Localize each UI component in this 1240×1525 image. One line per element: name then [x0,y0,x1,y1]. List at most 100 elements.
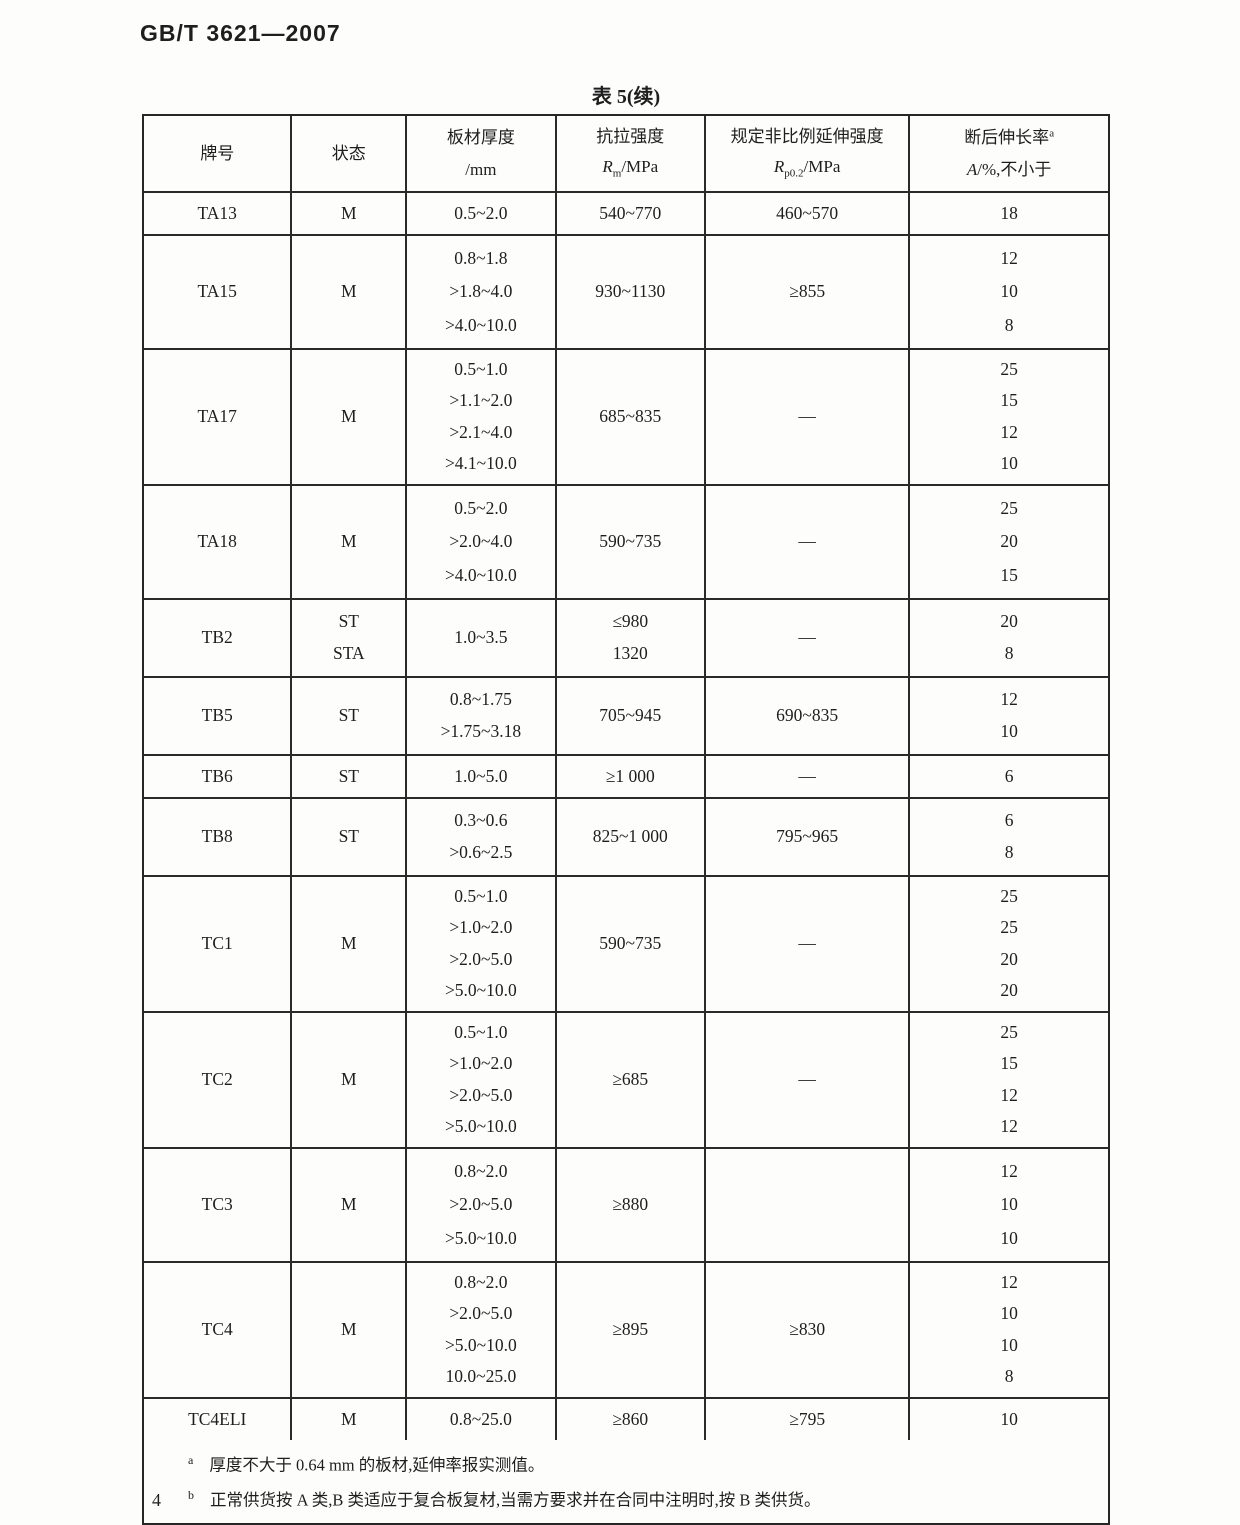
cell-line: 15 [1000,564,1018,585]
cell-line: 930~1130 [595,281,666,302]
cell-thickness: 0.8~25.0 [407,1399,557,1440]
cell-state: M [292,877,408,1011]
cell-line: ST [338,705,360,726]
cell-line: 12 [1000,421,1018,442]
cell-line: ST [338,765,360,786]
cell-line: 0.5~2.0 [454,497,508,518]
cell-elongation: 18 [910,193,1108,234]
cell-line: ≤980 [612,610,649,631]
cell-line: TB2 [201,627,233,648]
header-label: 板材厚度 [446,127,515,147]
cell-line: >2.0~5.0 [449,1303,513,1324]
symbol-A: A [966,159,978,179]
cell-line: — [798,531,816,552]
footnote-a: a 厚度不大于 0.64 mm 的板材,延伸率报实测值。 [188,1452,1088,1477]
cell-state: M [292,1263,408,1397]
cell-line: 10 [1000,452,1018,473]
symbol-unit: /MPa [621,157,659,177]
cell-line: — [798,765,816,786]
table-body: TA13 M 0.5~2.0 540~770 460~570 18 TA15 M 0.8~1.8… [144,193,1108,1440]
cell-rp02: ≥855 [706,236,911,348]
cell-line: 25 [1000,359,1018,380]
symbol-unit: /MPa [803,157,841,177]
cell-line: TC4ELI [188,1408,247,1429]
cell-line: 460~570 [776,202,839,223]
table-row: TC2 M 0.5~1.0 >1.0~2.0 >2.0~5.0 >5.0~10.0 ≥685… [144,1013,1108,1149]
cell-line: TB5 [201,705,233,726]
footnote-text: 正常供货按 A 类,B 类适应于复合板复材,当需方要求并在合同中注明时,按 B … [210,1490,821,1510]
cell-state: M [292,486,408,598]
cell-line: 20 [1000,531,1018,552]
cell-line: ≥855 [789,281,826,302]
cell-line: M [341,202,357,223]
header-label: 规定非比例延伸强度 [730,126,884,146]
cell-line: 8 [1004,1365,1014,1386]
cell-line: — [798,933,816,954]
cell-line: ≥880 [612,1194,649,1215]
cell-line: >5.0~10.0 [444,1115,517,1136]
cell-line: TC3 [201,1194,233,1215]
header-grade: 牌号 [144,116,293,191]
table-row: TC4ELI M 0.8~25.0 ≥860 ≥795 10 [144,1399,1108,1440]
cell-line: >1.0~2.0 [449,917,513,938]
cell-grade: TC3 [144,1149,293,1261]
cell-line: M [341,281,357,302]
cell-rm: ≥860 [557,1399,706,1440]
cell-line: 25 [1000,886,1018,907]
cell-line: TB6 [201,765,233,786]
cell-line: 8 [1004,842,1014,863]
cell-line: 0.8~25.0 [449,1408,512,1429]
cell-line: ≥1 000 [605,765,655,786]
cell-line: 10 [1000,721,1018,742]
cell-line: >0.6~2.5 [449,842,513,863]
cell-line: 0.8~1.75 [449,688,512,709]
cell-line: 25 [1000,917,1018,938]
cell-line: 540~770 [599,202,662,223]
cell-line: 10 [1000,1194,1018,1215]
table-header-row: 牌号 状态 板材厚度 /mm 抗拉强度 Rm/MPa 规定非比例延伸强度 Rp0… [144,116,1108,193]
table-footnotes: a 厚度不大于 0.64 mm 的板材,延伸率报实测值。 b 正常供货按 A 类,B… [144,1440,1108,1523]
cell-rm: ≥895 [557,1263,706,1397]
cell-line: 12 [1000,1272,1018,1293]
cell-thickness: 0.8~2.0 >2.0~5.0 >5.0~10.0 10.0~25.0 [407,1263,557,1397]
cell-line: 0.5~1.0 [454,1022,508,1043]
footnote-ref-a: a [1049,127,1055,140]
cell-line: M [341,531,357,552]
cell-state: ST STA [292,600,408,676]
cell-line: 6 [1004,765,1014,786]
symbol-sub: p0.2 [784,167,804,180]
cell-line: >4.1~10.0 [444,452,517,473]
cell-line: >2.0~4.0 [449,531,513,552]
cell-rm: 685~835 [557,350,706,484]
cell-thickness: 0.8~1.75 >1.75~3.18 [407,678,557,754]
header-symbol: Rm/MPa [602,156,658,181]
cell-line: >1.1~2.0 [449,390,513,411]
cell-line: >5.0~10.0 [444,1334,517,1355]
cell-line: TC1 [201,933,233,954]
cell-line: M [341,1319,357,1340]
table-row: TC3 M 0.8~2.0 >2.0~5.0 >5.0~10.0 ≥880 12 10 10 [144,1149,1108,1263]
cell-elongation: 25 15 12 12 [910,1013,1108,1147]
cell-line: ST [338,610,360,631]
cell-state: M [292,1399,408,1440]
cell-line: 12 [1000,1160,1018,1181]
cell-line: 10 [1000,1334,1018,1355]
cell-line: >2.0~5.0 [449,948,513,969]
cell-elongation: 12 10 10 [910,1149,1108,1261]
cell-thickness: 1.0~5.0 [407,756,557,797]
cell-line: 590~735 [599,933,662,954]
cell-state: M [292,1013,408,1147]
cell-line: 10 [1000,1408,1018,1429]
header-elongation: 断后伸长率a A/%,不小于 [910,116,1108,191]
header-thickness: 板材厚度 /mm [407,116,557,191]
cell-grade: TA15 [144,236,293,348]
cell-line: 20 [1000,979,1018,1000]
cell-line: ST [338,826,360,847]
cell-state: M [292,1149,408,1261]
header-state: 状态 [292,116,408,191]
header-label: 断后伸长率a [964,127,1054,148]
footnote-b: b 正常供货按 A 类,B 类适应于复合板复材,当需方要求并在合同中注明时,按 B… [188,1487,1088,1512]
page-number: 4 [152,1490,161,1510]
table-row: TA15 M 0.8~1.8 >1.8~4.0 >4.0~10.0 930~1130 ≥85… [144,236,1108,350]
